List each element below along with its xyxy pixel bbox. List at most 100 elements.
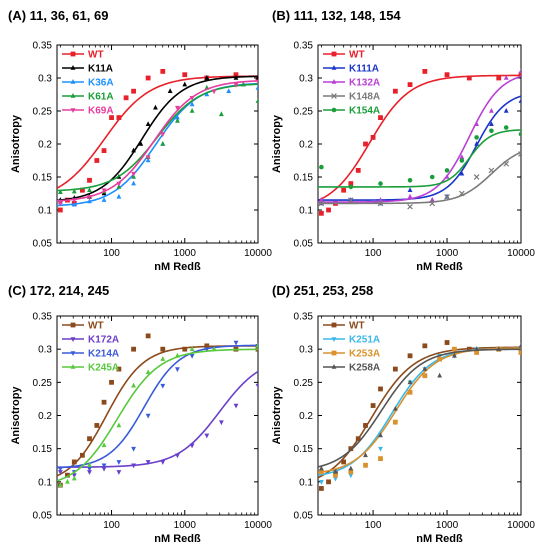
data-point-K251A [333,476,338,482]
data-point-K148A [347,197,354,203]
data-point-K214A [116,460,122,465]
legend-marker [331,364,337,369]
data-point-K69A [131,171,136,177]
y-axis-label: Anisotropy [271,386,283,445]
data-point-WT [71,459,77,465]
legend: WT K11A K36A K61A K69A [62,50,114,117]
data-point-K11A [255,75,258,80]
data-point-WT [392,88,398,94]
fit-curve-K214A [57,344,258,469]
data-point-K214A [233,340,239,346]
data-point-WT [204,343,210,349]
data-point-K245A [65,478,70,484]
data-point-WT [87,436,92,442]
data-point-K154A [503,125,509,130]
data-point-WT [355,436,361,442]
data-point-K148A [318,200,325,207]
legend-label: WT [88,321,104,332]
data-point-K251A [348,473,354,479]
x-tick-label: 1000 [174,248,197,259]
x-tick-label: 10000 [244,520,272,531]
data-point-K61A [160,141,166,146]
fit-curve-K258A [318,348,521,468]
data-point-K132A [459,154,465,159]
data-point-K258A [392,405,398,411]
legend: WT K172A K214A K245A [62,321,119,374]
data-point-K253A [452,346,457,352]
legend-marker [331,93,337,99]
data-point-K148A [377,200,384,207]
data-point-K148A [473,174,480,180]
data-point-K36A [87,198,92,204]
data-point-K245A [211,346,217,351]
legend-label: K111A [349,64,379,75]
data-point-K253A [378,456,383,462]
data-point-K172A [189,443,195,449]
data-point-K253A [318,469,324,475]
legend-label: K251A [349,335,380,346]
data-point-K245A [71,475,77,481]
data-point-K154A [319,164,324,170]
x-axis-label: nM Redß [416,261,463,273]
data-point-K258A [348,465,354,471]
data-point-K111A [459,170,465,176]
data-point-K214A [101,463,107,469]
data-point-K154A [444,168,450,173]
data-point-K11A [204,75,210,80]
data-point-WT [444,72,450,78]
data-point-K172A [131,463,136,469]
y-tick-label: 0.15 [33,173,53,184]
series-K214A [57,340,258,475]
data-point-WT [326,207,331,213]
data-point-K154A [407,178,413,183]
y-tick-label: 0.05 [33,239,53,250]
x-axis-label: nM Redß [154,533,201,545]
legend: WT K111A K132A K148A K154A [323,50,380,117]
y-axis-label: Anisotropy [10,114,22,173]
data-point-K148A [444,193,450,200]
y-tick-label: 0.3 [299,74,313,85]
series-WT [318,69,521,216]
data-point-K69A [255,79,258,85]
data-point-WT [496,75,502,81]
data-point-K154A [378,181,383,186]
data-point-K253A [518,350,521,355]
data-point-WT [94,158,100,163]
data-point-WT [94,423,100,428]
data-point-K253A [392,419,398,425]
x-tick-label: 10000 [507,520,535,531]
y-tick-label: 0.05 [294,511,314,522]
data-point-K172A [160,460,166,465]
data-point-WT [131,346,136,352]
panel-B: (B) 111, 132, 148, 154 0.05 0.1 0.15 0.2 0.25… [271,8,535,273]
data-point-K36A [226,88,232,93]
y-tick-label: 0.05 [33,511,53,522]
data-point-K111A [503,108,509,113]
data-point-WT [182,72,188,78]
data-point-WT [466,346,472,352]
data-point-K258A [474,346,480,351]
data-point-K154A [348,184,354,190]
data-point-K154A [489,128,494,134]
y-tick-label: 0.35 [294,312,314,323]
data-point-WT [341,459,347,465]
plot-frame [317,44,522,244]
y-tick-label: 0.25 [294,378,314,389]
data-point-K172A [218,420,224,426]
data-point-WT [318,486,324,491]
y-tick-label: 0.15 [33,444,53,455]
data-point-K245A [116,422,122,428]
data-point-K214A [189,354,195,359]
data-point-K253A [348,469,354,475]
data-point-K258A [422,366,428,371]
data-point-K148A [518,151,521,157]
data-point-WT [363,423,368,428]
legend: WT K251A K253A K258A [323,321,380,374]
data-point-WT [518,72,521,78]
data-point-K61A [87,187,92,192]
data-point-WT [116,366,122,372]
legend-marker [331,65,337,70]
y-tick-label: 0.05 [294,239,314,250]
panel-title: (C) 172, 214, 245 [8,283,109,298]
data-point-K148A [488,167,495,174]
